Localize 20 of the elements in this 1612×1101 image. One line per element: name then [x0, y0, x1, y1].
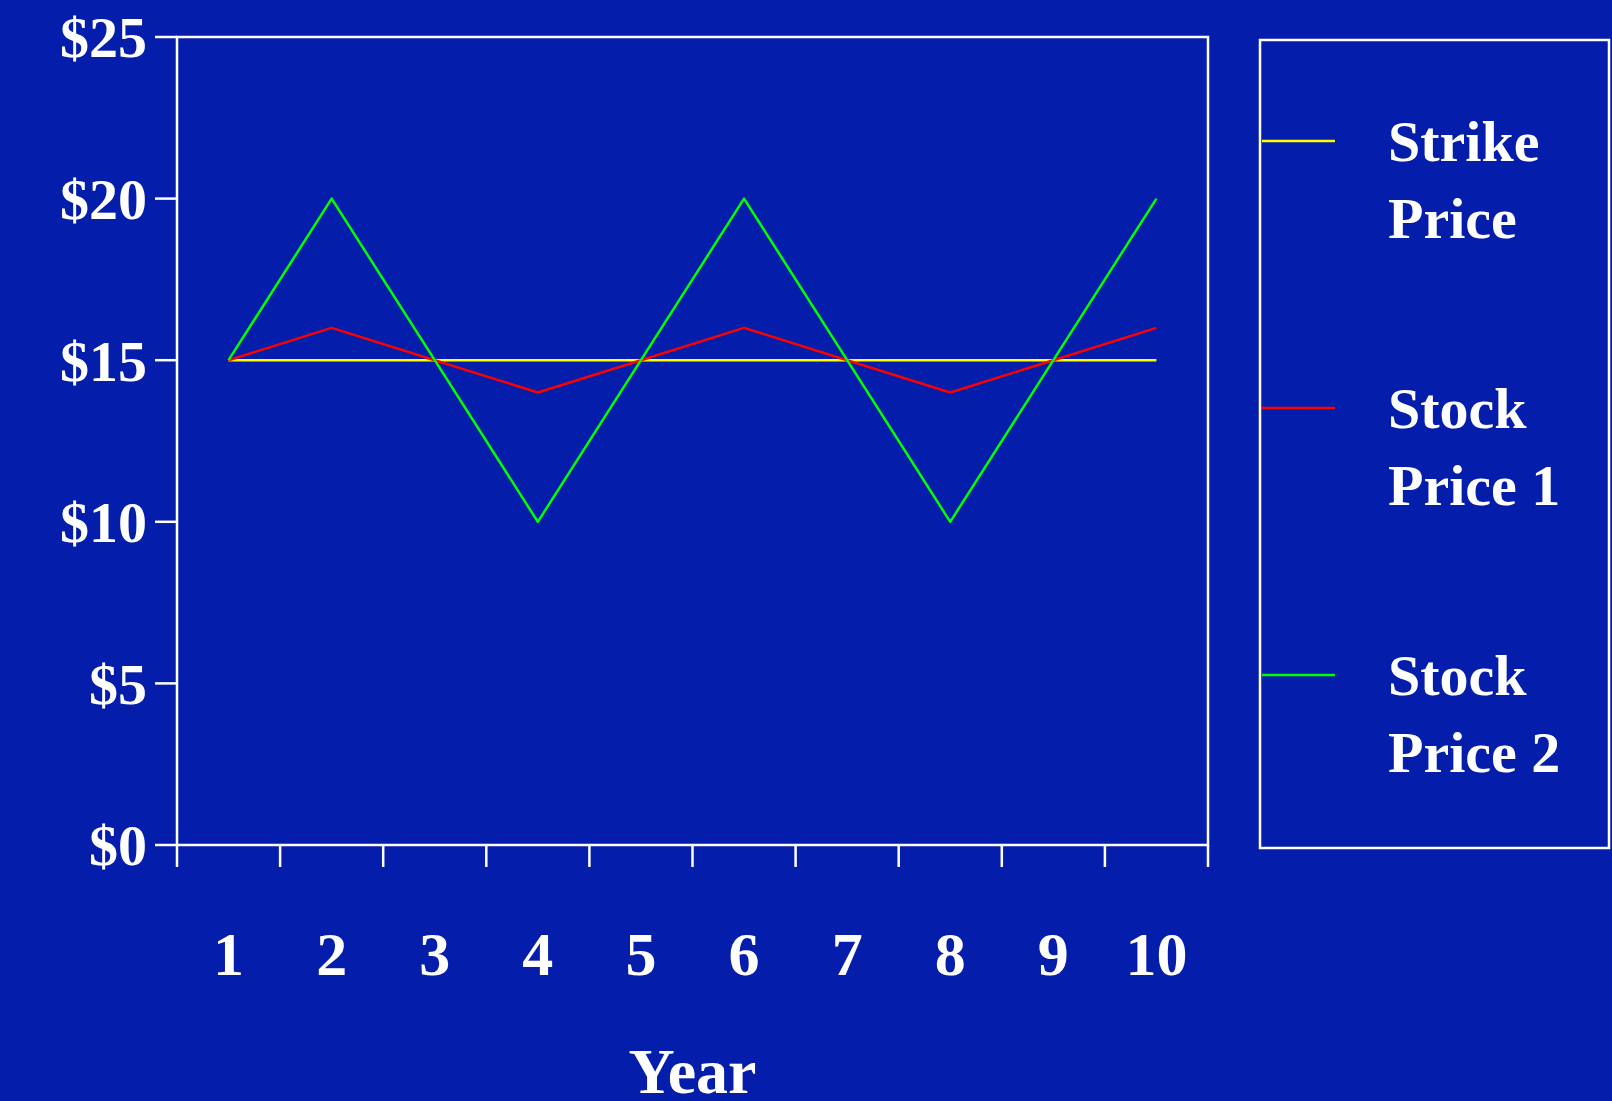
x-tick-label: 3	[419, 920, 451, 988]
legend-label: Stock Price 1	[1388, 376, 1561, 519]
x-tick-label: 8	[934, 920, 966, 988]
x-tick-label: 2	[316, 920, 348, 988]
y-tick-label: $15	[60, 328, 147, 394]
x-tick-label: 10	[1125, 920, 1188, 988]
y-tick-label: $20	[60, 166, 147, 232]
x-tick-label: 5	[625, 920, 657, 988]
y-tick-label: $25	[60, 5, 147, 71]
x-tick-label: 9	[1037, 920, 1069, 988]
x-tick-label: 1	[213, 920, 245, 988]
legend-label: Stock Price 2	[1388, 643, 1561, 786]
x-tick-label: 4	[522, 920, 554, 988]
y-tick-label: $0	[89, 813, 147, 879]
x-axis-title: Year	[628, 1036, 757, 1101]
legend-label: Strike Price	[1388, 109, 1540, 252]
x-tick-label: 7	[831, 920, 863, 988]
y-tick-label: $10	[60, 490, 147, 556]
y-tick-label: $5	[89, 651, 147, 717]
x-tick-label: 6	[728, 920, 760, 988]
